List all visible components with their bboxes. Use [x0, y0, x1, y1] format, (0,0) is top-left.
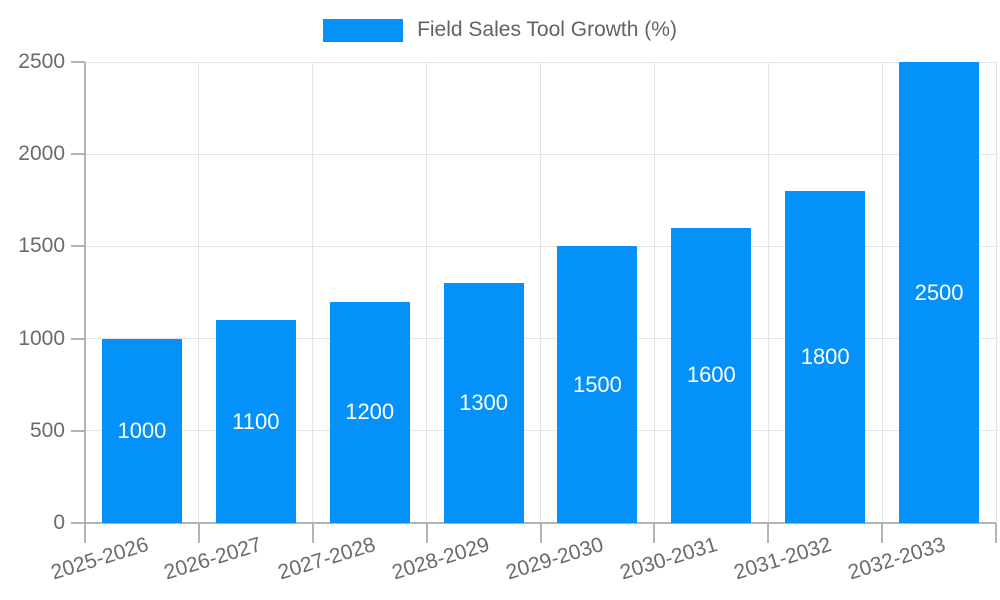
y-tick: [71, 61, 85, 63]
chart-legend[interactable]: Field Sales Tool Growth (%): [0, 18, 1000, 42]
bar-value-label: 1800: [800, 344, 850, 370]
bar: [215, 320, 296, 523]
x-tick-label: 2025-2026: [47, 533, 151, 585]
y-tick-label: 1500: [18, 234, 65, 258]
x-gridline: [767, 62, 769, 523]
bar: [101, 338, 182, 523]
x-tick-label: 2029-2030: [503, 533, 607, 585]
y-tick: [71, 245, 85, 248]
bar: [557, 246, 638, 523]
y-tick-label: 2000: [18, 142, 65, 166]
x-gridline: [653, 62, 655, 523]
x-gridline: [540, 62, 541, 523]
x-tick: [995, 523, 997, 543]
bar: [785, 191, 866, 523]
x-tick-label: 2027-2028: [275, 533, 379, 585]
legend-label: Field Sales Tool Growth (%): [417, 18, 677, 41]
x-gridline: [198, 62, 200, 523]
x-tick-label: 2031-2032: [731, 533, 834, 585]
bar-value-label: 1600: [686, 362, 736, 388]
x-axis-line: [71, 522, 996, 524]
y-tick-label: 500: [29, 418, 65, 442]
x-gridline: [881, 62, 883, 523]
x-gridline: [426, 62, 428, 523]
y-tick-label: 2500: [18, 50, 65, 73]
x-tick-label: 2026-2027: [161, 533, 265, 585]
bar-value-label: 1000: [117, 417, 167, 443]
x-gridline: [312, 62, 314, 523]
y-tick-label: 0: [53, 511, 65, 534]
x-tick: [767, 523, 770, 543]
y-tick: [71, 429, 85, 432]
x-tick-label: 2032-2033: [845, 533, 948, 585]
y-tick: [71, 337, 85, 340]
y-tick-label: 1000: [18, 326, 65, 350]
legend-swatch: [323, 18, 404, 42]
bar: [671, 227, 752, 523]
bar-value-label: 2500: [914, 279, 964, 305]
x-tick: [425, 523, 428, 543]
y-axis-line: [84, 62, 86, 543]
bar: [329, 301, 410, 523]
bar: [899, 62, 980, 523]
bar-value-label: 1500: [572, 371, 622, 397]
x-tick: [311, 523, 314, 543]
bar-value-label: 1100: [232, 408, 280, 434]
x-tick: [539, 523, 542, 543]
bar-value-label: 1200: [345, 399, 395, 425]
x-tick: [197, 523, 200, 543]
x-tick: [653, 523, 656, 543]
x-tick: [881, 523, 884, 543]
y-tick: [71, 153, 85, 156]
x-gridline: [995, 62, 997, 523]
x-tick-label: 2028-2029: [389, 533, 493, 585]
bar: [443, 283, 524, 523]
bar-value-label: 1300: [459, 390, 509, 416]
x-tick-label: 2030-2031: [617, 533, 721, 585]
